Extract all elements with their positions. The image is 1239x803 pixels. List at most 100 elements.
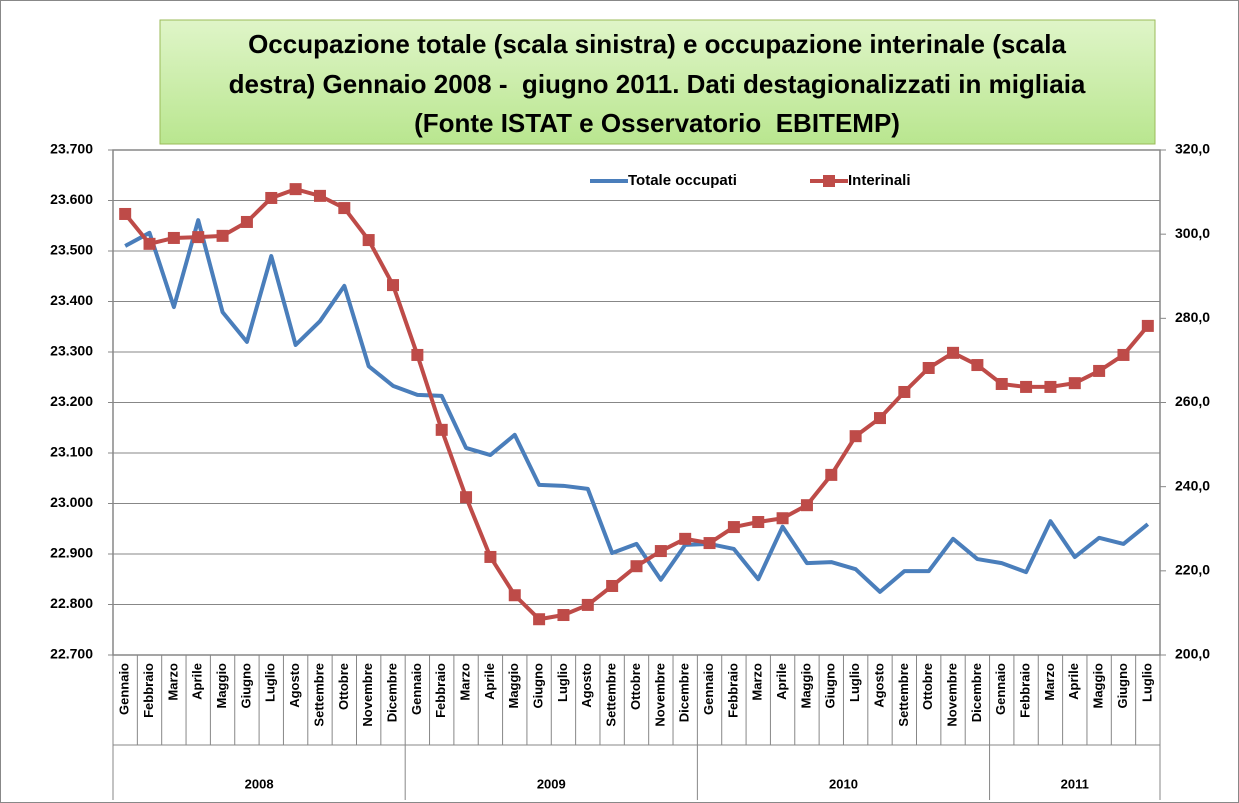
data-point <box>435 423 448 436</box>
data-point <box>581 598 594 611</box>
x-tick-label: Settembre <box>604 663 619 727</box>
data-point <box>387 279 400 292</box>
x-tick-label: Marzo <box>457 663 472 701</box>
data-point <box>727 521 740 534</box>
data-point <box>752 516 765 529</box>
data-point <box>873 412 886 425</box>
y-tick-label: 23.400 <box>50 292 93 308</box>
data-point <box>995 377 1008 390</box>
y-tick-label: 23.700 <box>50 141 93 157</box>
y-tick-label: 22.900 <box>50 545 93 561</box>
y2-tick-label: 300,0 <box>1175 225 1210 241</box>
legend-marker <box>823 175 835 187</box>
x-tick-label: Gennaio <box>993 663 1008 715</box>
x-tick-label: Ottobre <box>336 663 351 710</box>
data-point <box>922 361 935 374</box>
group-label: 2008 <box>245 776 274 791</box>
data-point <box>192 231 205 244</box>
data-point <box>313 189 326 202</box>
data-point <box>825 468 838 481</box>
data-point <box>143 237 156 250</box>
data-point <box>630 560 643 573</box>
y-tick-label: 23.500 <box>50 242 93 258</box>
data-point <box>289 183 302 196</box>
x-tick-label: Aprile <box>774 663 789 700</box>
x-tick-label: Dicembre <box>384 663 399 722</box>
x-tick-label: Giugno <box>823 663 838 709</box>
data-point <box>265 191 278 204</box>
legend-label: Totale occupati <box>628 172 737 189</box>
title-box <box>159 19 1156 145</box>
data-point <box>971 359 984 372</box>
x-tick-label: Gennaio <box>409 663 424 715</box>
x-tick-label: Novembre <box>652 663 667 727</box>
data-point <box>800 499 813 512</box>
x-tick-label: Luglio <box>1139 663 1154 702</box>
x-tick-label: Dicembre <box>677 663 692 722</box>
y2-tick-label: 220,0 <box>1175 562 1210 578</box>
data-point <box>508 589 521 602</box>
plot-area <box>112 149 1161 656</box>
x-tick-label: Dicembre <box>969 663 984 722</box>
x-tick-label: Settembre <box>896 663 911 727</box>
x-tick-label: Ottobre <box>628 663 643 710</box>
x-tick-label: Gennaio <box>701 663 716 715</box>
x-tick-label: Marzo <box>1042 663 1057 701</box>
data-point <box>776 512 789 525</box>
y-tick-label: 23.200 <box>50 393 93 409</box>
data-point <box>606 579 619 592</box>
x-tick-label: Aprile <box>1066 663 1081 700</box>
data-point <box>411 348 424 361</box>
x-tick-label: Settembre <box>311 663 326 727</box>
x-tick-label: Agosto <box>579 663 594 708</box>
data-point <box>679 532 692 545</box>
data-point <box>1044 380 1057 393</box>
x-tick-label: Aprile <box>482 663 497 700</box>
y-tick-label: 23.300 <box>50 343 93 359</box>
group-label: 2009 <box>537 776 566 791</box>
y-tick-label: 23.600 <box>50 191 93 207</box>
x-tick-label: Gennaio <box>117 663 132 715</box>
y-tick-label: 23.000 <box>50 494 93 510</box>
chart-title: destra) Gennaio 2008 - giugno 2011. Dati… <box>229 69 1086 99</box>
chart-title: Occupazione totale (scala sinistra) e oc… <box>248 29 1066 59</box>
y-tick-label: 22.700 <box>50 646 93 662</box>
x-tick-label: Maggio <box>1091 663 1106 709</box>
x-tick-label: Luglio <box>555 663 570 702</box>
data-point <box>484 550 497 563</box>
data-point <box>898 385 911 398</box>
data-point <box>338 202 351 215</box>
x-tick-label: Novembre <box>360 663 375 727</box>
data-point <box>362 234 375 247</box>
y2-tick-label: 320,0 <box>1175 141 1210 157</box>
data-point <box>119 207 132 220</box>
data-point <box>1093 364 1106 377</box>
data-point <box>654 545 667 558</box>
series-line <box>124 218 1150 594</box>
x-tick-label: Marzo <box>165 663 180 701</box>
data-point <box>1068 377 1081 390</box>
data-point <box>849 430 862 443</box>
x-tick-label: Febbraio <box>433 663 448 718</box>
x-tick-label: Luglio <box>263 663 278 702</box>
data-point <box>1141 319 1154 332</box>
x-tick-label: Marzo <box>750 663 765 701</box>
data-point <box>167 231 180 244</box>
data-point <box>1117 348 1130 361</box>
x-tick-label: Giugno <box>1115 663 1130 709</box>
y-tick-label: 23.100 <box>50 444 93 460</box>
data-point <box>703 537 716 550</box>
group-label: 2010 <box>829 776 858 791</box>
y2-tick-label: 240,0 <box>1175 477 1210 493</box>
data-point <box>240 215 253 228</box>
y2-tick-label: 200,0 <box>1175 646 1210 662</box>
x-tick-label: Ottobre <box>920 663 935 710</box>
x-tick-label: Maggio <box>506 663 521 709</box>
x-tick-label: Febbraio <box>1018 663 1033 718</box>
x-tick-label: Agosto <box>287 663 302 708</box>
x-tick-label: Febbraio <box>725 663 740 718</box>
y-tick-label: 22.800 <box>50 595 93 611</box>
legend-label: Interinali <box>848 172 911 189</box>
x-tick-label: Maggio <box>798 663 813 709</box>
